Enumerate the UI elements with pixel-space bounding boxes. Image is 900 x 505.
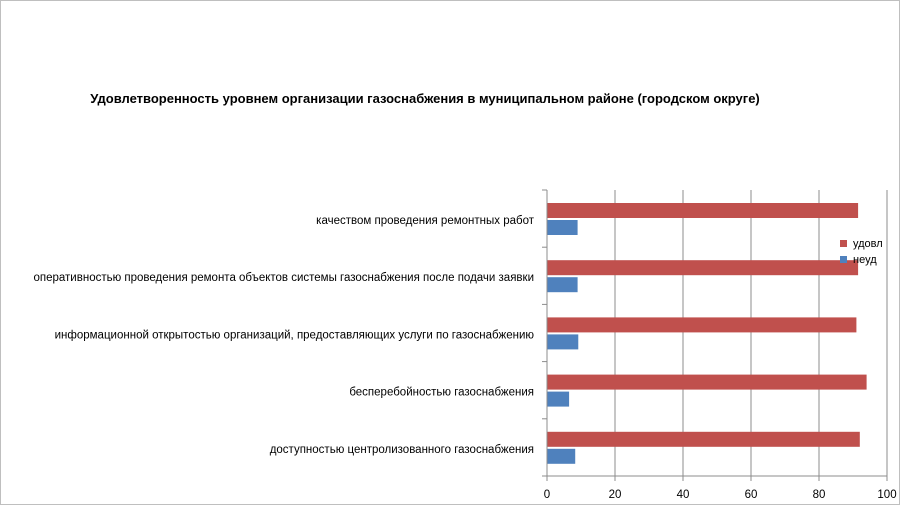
x-tick-label: 100	[877, 489, 896, 501]
x-tick-label: 80	[813, 489, 826, 501]
x-tick-label: 0	[544, 489, 550, 501]
bar-neud	[547, 220, 578, 235]
legend: удовл неуд	[840, 238, 883, 266]
x-tick-label: 60	[745, 489, 758, 501]
category-labels: качеством проведения ремонтных работ опер…	[33, 215, 534, 456]
category-label: бесперебойностью газоснабжения	[349, 387, 534, 399]
chart-title: Удовлетворенность уровнем организации га…	[90, 91, 760, 106]
x-tick-label: 20	[609, 489, 622, 501]
legend-swatch	[840, 256, 847, 263]
bar-neud	[547, 448, 576, 464]
legend-label: удовл	[853, 238, 883, 250]
bar-udovl	[547, 431, 860, 447]
bar-neud	[547, 391, 570, 407]
category-label: доступностью центролизованного газоснабж…	[270, 444, 534, 456]
bar-neud	[547, 277, 578, 293]
legend-label: неуд	[853, 254, 877, 266]
bar-udovl	[547, 374, 867, 390]
legend-swatch	[840, 240, 847, 247]
category-label: информационной открытостью организаций, …	[55, 329, 535, 341]
x-tick-label: 40	[677, 489, 690, 501]
grid-lines	[614, 190, 888, 476]
bars	[547, 203, 867, 464]
bar-udovl	[547, 317, 857, 333]
bar-udovl	[547, 260, 859, 276]
bar-udovl	[547, 203, 859, 218]
category-label: качеством проведения ремонтных работ	[316, 215, 535, 227]
bar-neud	[547, 334, 579, 350]
tick-labels: 0 20 40 60 80 100	[544, 489, 897, 501]
axes	[542, 189, 888, 481]
category-label: оперативностью проведения ремонта объект…	[33, 272, 534, 284]
